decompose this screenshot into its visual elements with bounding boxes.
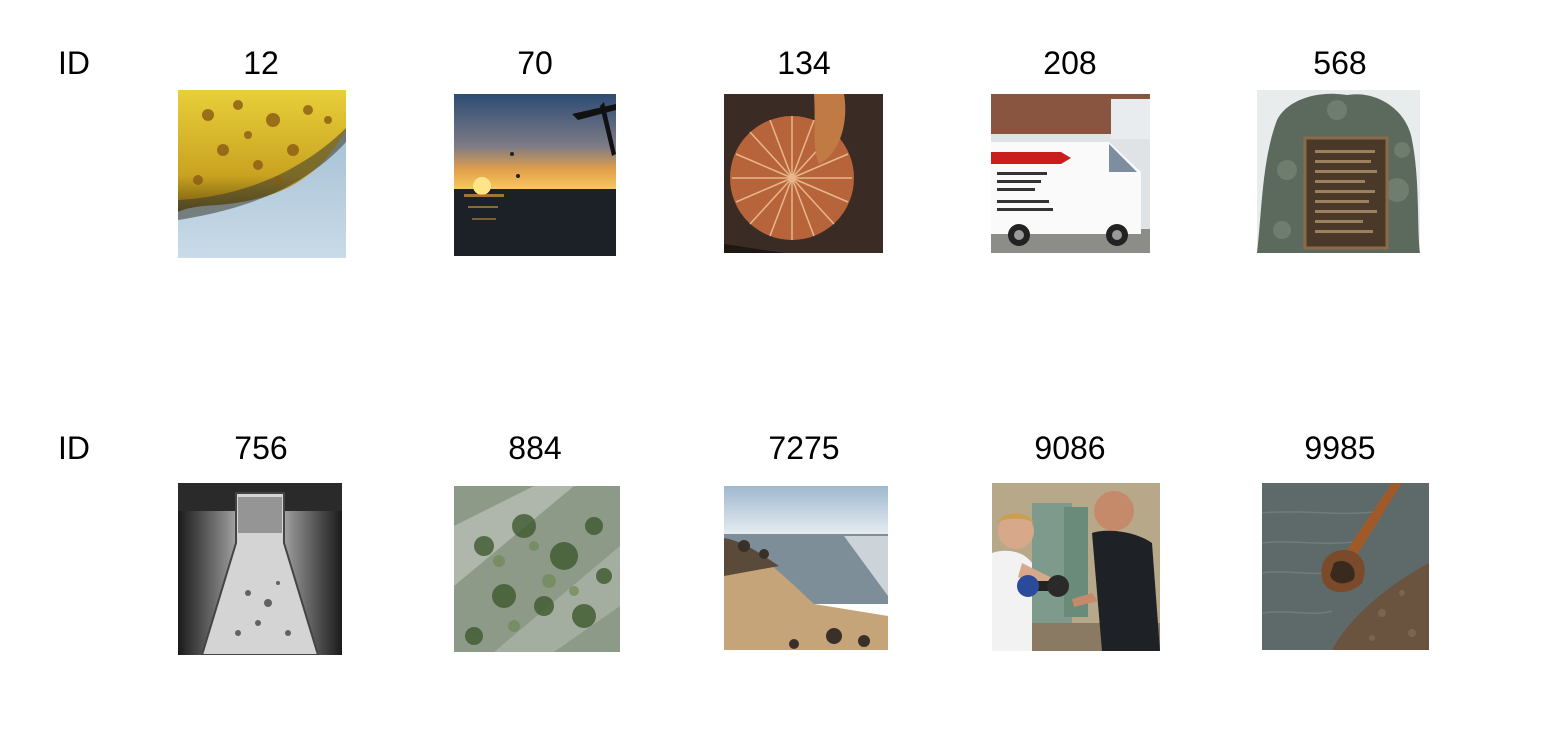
gym-dumbbell-training-image [992, 483, 1160, 651]
image-id: 12 [243, 45, 279, 81]
sunset-over-water-image [454, 94, 616, 256]
image-id: 9086 [1034, 430, 1106, 466]
image-id: 9985 [1304, 430, 1376, 466]
row-label: ID [58, 45, 90, 81]
beach-shoreline-image [724, 486, 888, 650]
banana-closeup-image [178, 90, 346, 258]
image-id: 568 [1313, 45, 1367, 81]
glass-vial-image [178, 483, 342, 655]
image-id: 7275 [768, 430, 840, 466]
white-delivery-van-image [991, 94, 1150, 253]
image-id: 756 [234, 430, 288, 466]
plaque-on-stone-image [1257, 90, 1420, 253]
moss-texture-image [454, 486, 620, 652]
image-id: 70 [517, 45, 553, 81]
row-label: ID [58, 430, 90, 466]
image-id: 208 [1043, 45, 1097, 81]
image-id: 884 [508, 430, 562, 466]
pipe-in-water-image [1262, 483, 1429, 650]
mushroom-gills-image [724, 94, 883, 253]
image-id: 134 [777, 45, 831, 81]
